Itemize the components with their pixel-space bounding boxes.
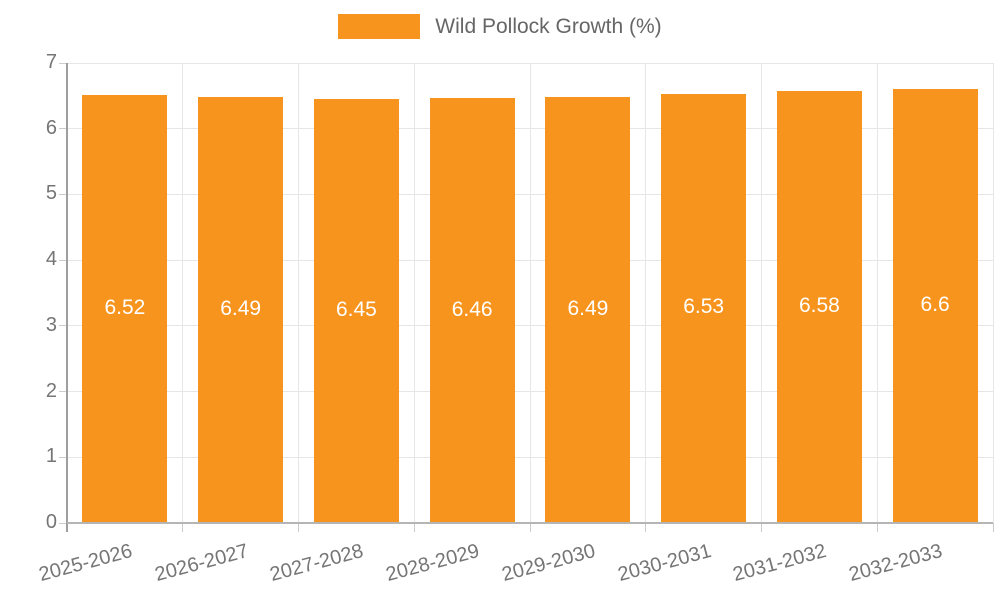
- bar[interactable]: 6.46: [429, 98, 515, 522]
- y-axis-tick: [59, 456, 67, 458]
- bar[interactable]: 6.53: [661, 93, 747, 522]
- y-axis-tick: [59, 62, 67, 64]
- x-axis-tick: [992, 523, 994, 532]
- x-axis-tick: [761, 523, 762, 532]
- legend-item-wild-pollock-growth[interactable]: Wild Pollock Growth (%): [338, 14, 662, 39]
- bar-value-label: 6.53: [683, 295, 725, 319]
- y-axis-tick: [59, 325, 67, 327]
- bar-value-label: 6.49: [567, 296, 609, 320]
- legend-label: Wild Pollock Growth (%): [435, 14, 662, 38]
- gridline-x: [876, 63, 878, 523]
- y-axis-tick: [59, 259, 67, 261]
- y-axis-label: 0: [45, 511, 57, 533]
- gridline-x: [182, 63, 184, 523]
- x-axis-tick: [182, 523, 184, 532]
- gridline-x: [298, 63, 299, 523]
- bar[interactable]: 6.45: [313, 99, 399, 522]
- y-axis-label: 7: [45, 51, 57, 73]
- bar-value-label: 6.46: [451, 297, 493, 321]
- y-axis-label: 3: [45, 313, 57, 336]
- gridline-x: [992, 63, 994, 523]
- bar-value-label: 6.49: [220, 296, 262, 320]
- x-axis-tick: [876, 523, 878, 532]
- y-axis-line: [66, 63, 68, 532]
- gridline-x: [645, 63, 647, 523]
- y-axis-tick: [59, 128, 67, 130]
- y-axis-tick: [59, 522, 67, 524]
- y-axis-label: 6: [45, 116, 57, 139]
- x-axis-line: [67, 522, 993, 524]
- gridline-x: [761, 63, 762, 523]
- gridline-x: [529, 63, 531, 523]
- y-axis-tick: [59, 193, 67, 195]
- bar[interactable]: 6.6: [892, 89, 978, 522]
- bar-value-label: 6.45: [335, 298, 377, 322]
- x-axis-tick: [413, 523, 415, 532]
- bar-value-label: 6.6: [920, 293, 950, 317]
- x-axis-tick: [529, 523, 531, 532]
- y-axis-label: 1: [45, 445, 57, 468]
- bar[interactable]: 6.49: [198, 96, 284, 522]
- bar[interactable]: 6.58: [776, 90, 862, 522]
- legend-swatch: [338, 14, 421, 39]
- y-axis-label: 2: [45, 379, 57, 402]
- x-axis-tick: [298, 523, 299, 532]
- gridline-x: [413, 63, 415, 523]
- bar[interactable]: 6.52: [82, 94, 168, 522]
- y-axis-label: 5: [45, 182, 57, 205]
- bar-value-label: 6.52: [104, 295, 146, 319]
- y-axis-tick: [59, 391, 67, 393]
- bar[interactable]: 6.49: [545, 96, 631, 522]
- legend: Wild Pollock Growth (%): [0, 14, 1000, 39]
- x-axis-tick: [645, 523, 647, 532]
- bar-value-label: 6.58: [798, 293, 840, 317]
- y-axis-label: 4: [45, 248, 57, 271]
